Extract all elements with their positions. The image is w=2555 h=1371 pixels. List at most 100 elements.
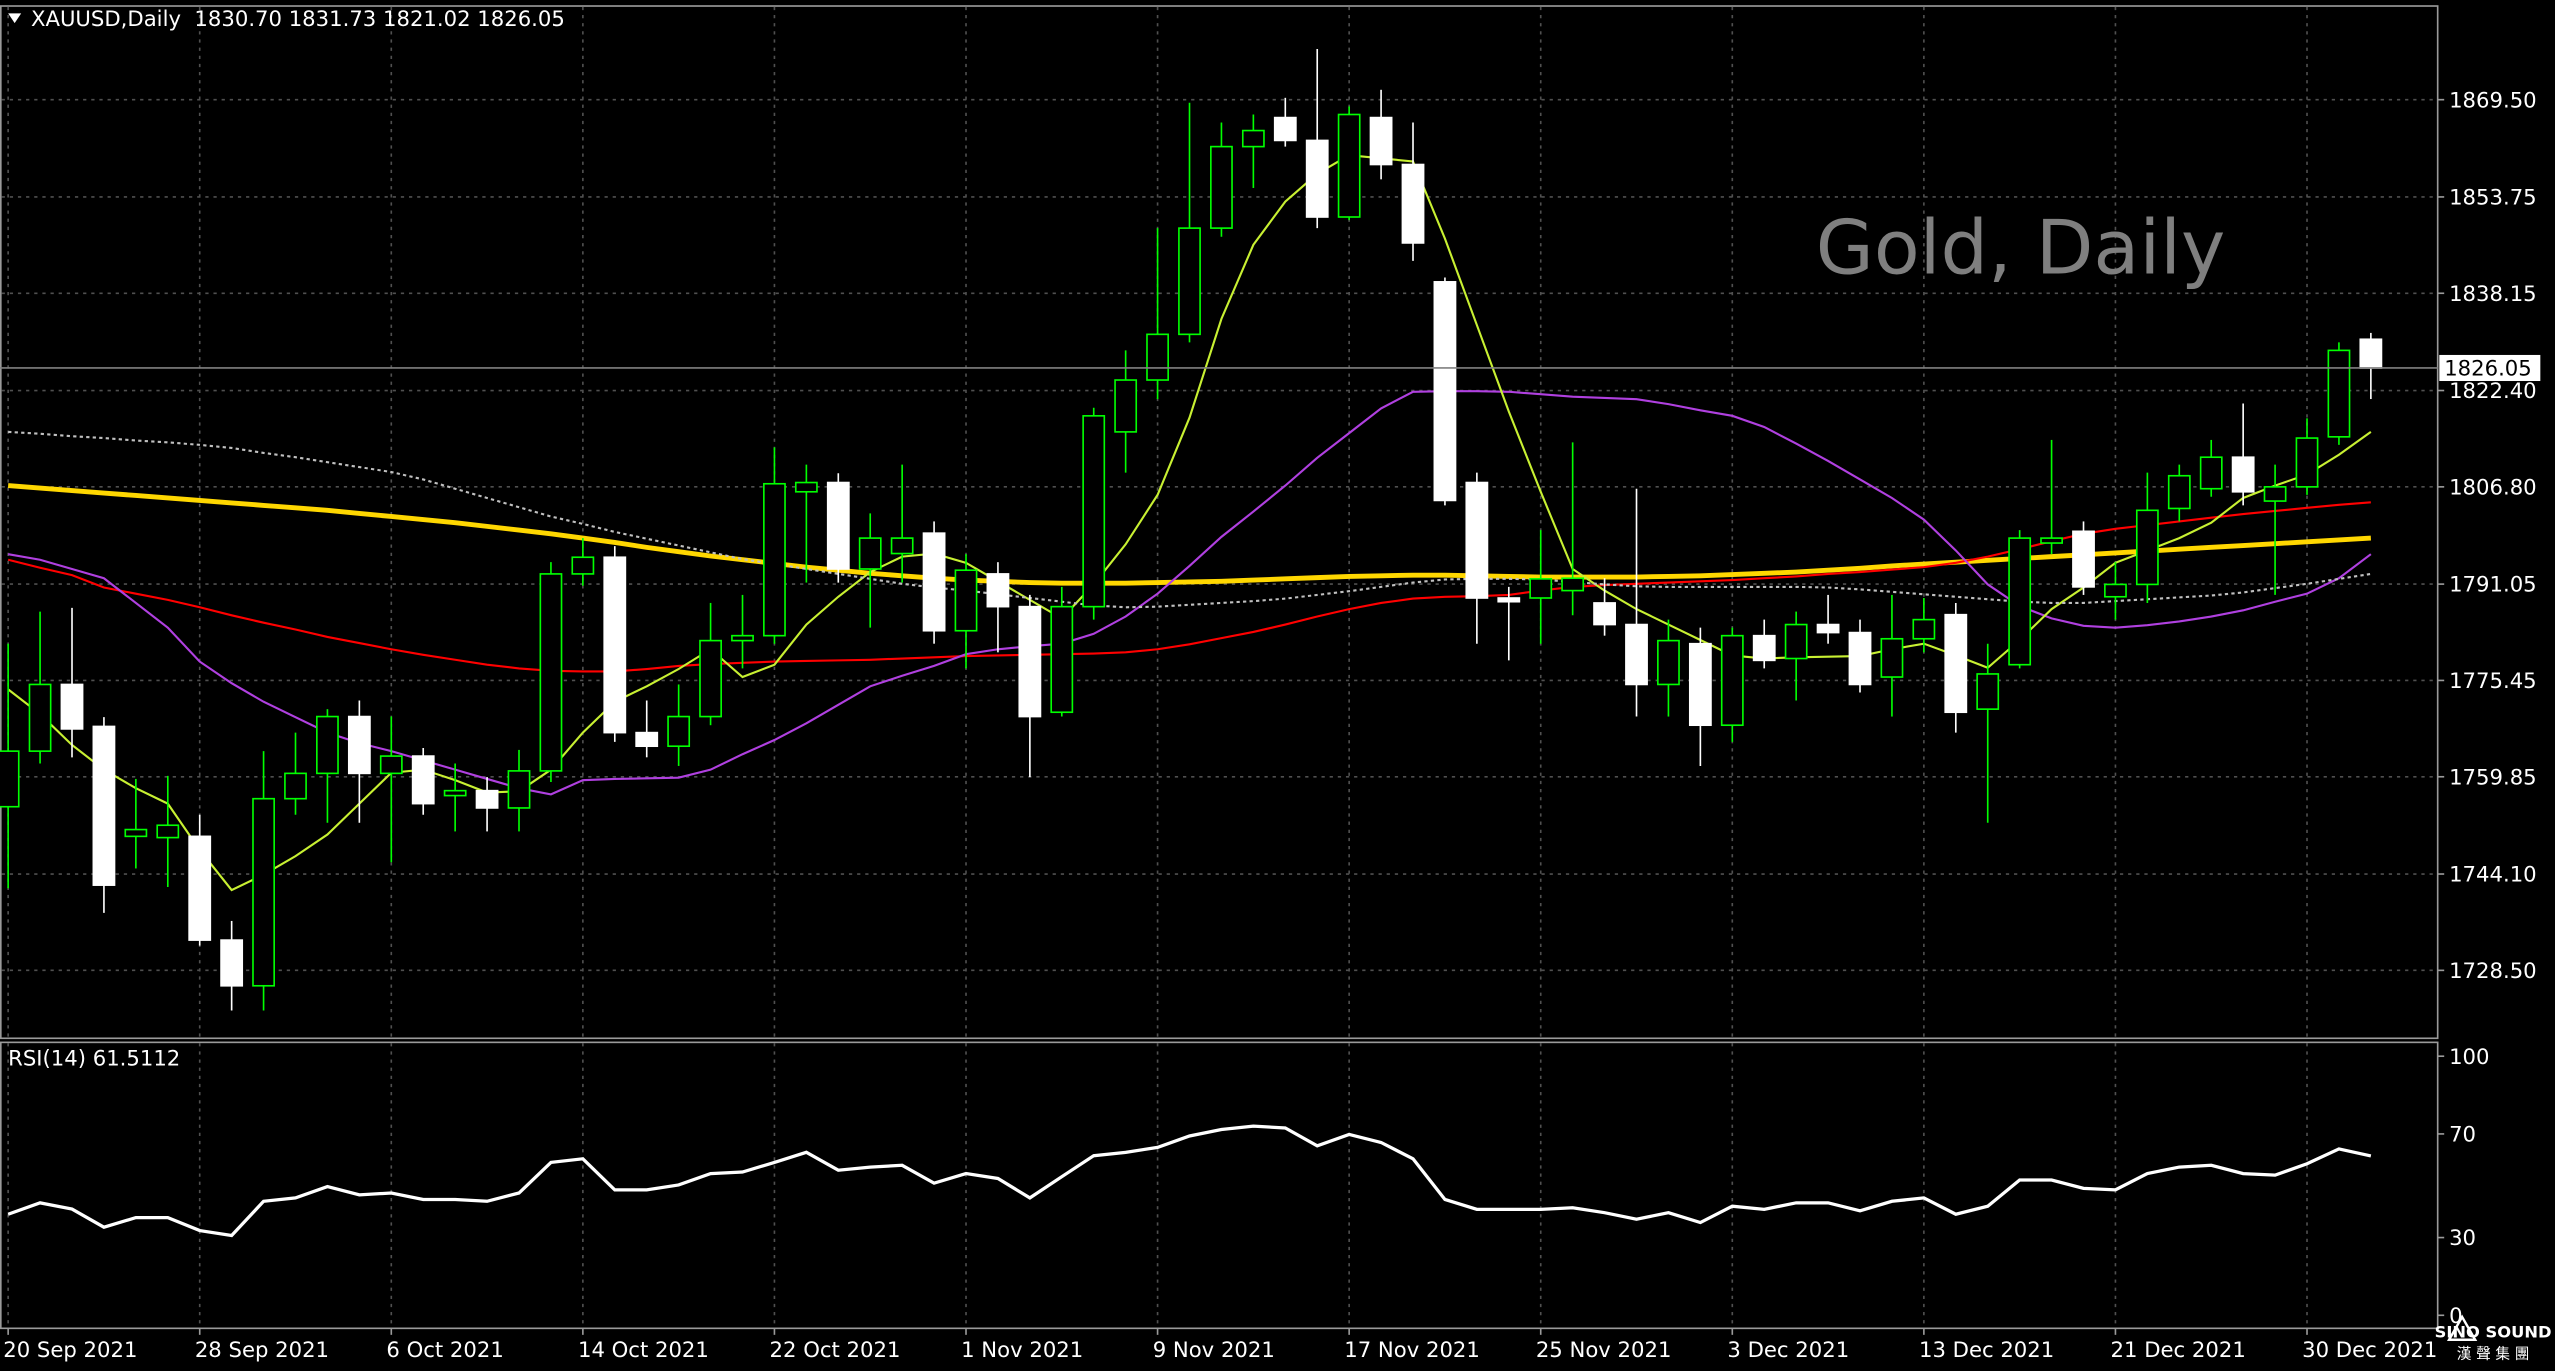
candle-body xyxy=(1912,618,1936,640)
x-tick-label: 28 Sep 2021 xyxy=(195,1337,329,1362)
candle-body xyxy=(28,683,52,752)
candle-body xyxy=(1561,577,1585,592)
candle-body xyxy=(635,731,659,748)
candle-body xyxy=(316,715,339,775)
candle-body xyxy=(124,828,148,838)
candle-body xyxy=(284,772,307,800)
candle-body xyxy=(1944,613,1968,714)
watermark: Gold, Daily xyxy=(1816,203,2226,291)
candle-body xyxy=(2104,583,2127,598)
candle-body xyxy=(252,797,275,987)
x-tick-label: 1 Nov 2021 xyxy=(961,1337,1083,1362)
candle-body xyxy=(890,537,914,555)
candle-body xyxy=(1752,634,1776,662)
candle-body xyxy=(1593,602,1616,626)
x-tick-label: 22 Oct 2021 xyxy=(770,1337,901,1362)
candle-body xyxy=(1497,597,1521,603)
x-tick-label: 25 Nov 2021 xyxy=(1536,1337,1672,1362)
y-tick-label: 1728.50 xyxy=(2449,958,2537,983)
y-tick-label: 70 xyxy=(2449,1122,2476,1147)
y-tick-label: 1838.15 xyxy=(2449,281,2537,306)
y-tick-label: 30 xyxy=(2449,1225,2476,1250)
candle-body xyxy=(2167,474,2191,510)
y-tick-label: 100 xyxy=(2449,1044,2489,1069)
logo-title: SINO SOUND xyxy=(2435,1323,2552,1342)
candle-body xyxy=(1976,673,2000,710)
x-tick-label: 14 Oct 2021 xyxy=(578,1337,709,1362)
candle-body xyxy=(1082,415,1106,608)
header: XAUUSD,Daily 1830.70 1831.73 1821.02 182… xyxy=(31,6,565,31)
y-tick-label: 1806.80 xyxy=(2449,474,2537,499)
logo: SINO SOUND 漢 聲 集 團 xyxy=(2435,1314,2552,1362)
candle-body xyxy=(60,683,84,730)
candle-body xyxy=(1273,116,1297,142)
candle-body xyxy=(475,789,499,809)
candle-body xyxy=(603,556,627,734)
candle-body xyxy=(156,824,180,839)
candle-body xyxy=(443,789,467,797)
candle-body xyxy=(794,481,818,493)
candle-body xyxy=(1720,634,1744,727)
candle-body xyxy=(1146,333,1169,381)
candle-body xyxy=(347,715,371,775)
candle-body xyxy=(1848,631,1872,686)
candle-body xyxy=(1688,642,1712,727)
y-tick-label: 1853.75 xyxy=(2449,185,2537,210)
candle-body xyxy=(1784,623,1808,660)
candle-body xyxy=(2008,537,2032,666)
x-tick-label: 21 Dec 2021 xyxy=(2111,1337,2246,1362)
candle-body xyxy=(1529,578,1553,599)
candle-body xyxy=(731,634,754,642)
candle-body xyxy=(1657,639,1680,686)
candle-body xyxy=(2359,338,2383,369)
y-tick-label: 1791.05 xyxy=(2449,572,2537,597)
logo-subtitle: 漢 聲 集 團 xyxy=(2457,1345,2530,1362)
candle-body xyxy=(0,750,20,808)
x-tick-label: 30 Dec 2021 xyxy=(2302,1337,2437,1362)
x-tick-label: 20 Sep 2021 xyxy=(3,1337,137,1362)
candle-body xyxy=(1114,379,1138,433)
y-tick-label: 1759.85 xyxy=(2449,764,2537,789)
candle-body xyxy=(1369,116,1393,166)
rsi-title: RSI(14) 61.5112 xyxy=(8,1045,180,1070)
plot-area xyxy=(0,6,2445,1335)
logo-icon xyxy=(2446,1314,2478,1341)
candle-body xyxy=(763,482,786,637)
x-tick-label: 17 Nov 2021 xyxy=(1344,1337,1480,1362)
candle-body xyxy=(188,835,212,941)
rsi-panel-border xyxy=(0,1041,2439,1330)
candle-body xyxy=(92,725,116,886)
y-tick-label: 1775.45 xyxy=(2449,668,2537,693)
candle-body xyxy=(571,556,595,575)
candle-body xyxy=(1433,281,1457,502)
x-tick-label: 9 Nov 2021 xyxy=(1153,1337,1275,1362)
candle-body xyxy=(507,770,531,809)
candle-body xyxy=(826,481,850,570)
candle-body xyxy=(2135,509,2159,586)
candle-body xyxy=(1210,145,1233,229)
candle-body xyxy=(220,939,244,987)
candle-body xyxy=(539,573,563,772)
candle-body xyxy=(1241,129,1265,148)
candle-body xyxy=(1018,605,1042,718)
candle-body xyxy=(2327,349,2351,438)
candle-body xyxy=(1465,481,1489,599)
candle-body xyxy=(2199,456,2223,490)
candle-body xyxy=(2295,437,2319,488)
candle-body xyxy=(2040,537,2063,544)
x-tick-label: 3 Dec 2021 xyxy=(1727,1337,1849,1362)
candle-body xyxy=(1401,163,1425,244)
candle-body xyxy=(2231,456,2255,493)
candle-body xyxy=(1625,623,1648,686)
candle-body xyxy=(922,532,946,632)
y-tick-label: 1869.50 xyxy=(2449,87,2537,112)
candle-body xyxy=(1305,139,1329,218)
moving-average-line xyxy=(7,483,2372,586)
candle-body xyxy=(667,715,691,748)
candle-body xyxy=(1880,637,1904,678)
candle-body xyxy=(1337,113,1361,218)
candle-body xyxy=(1178,227,1201,336)
candle-body xyxy=(858,537,882,570)
candle-body xyxy=(699,639,722,718)
